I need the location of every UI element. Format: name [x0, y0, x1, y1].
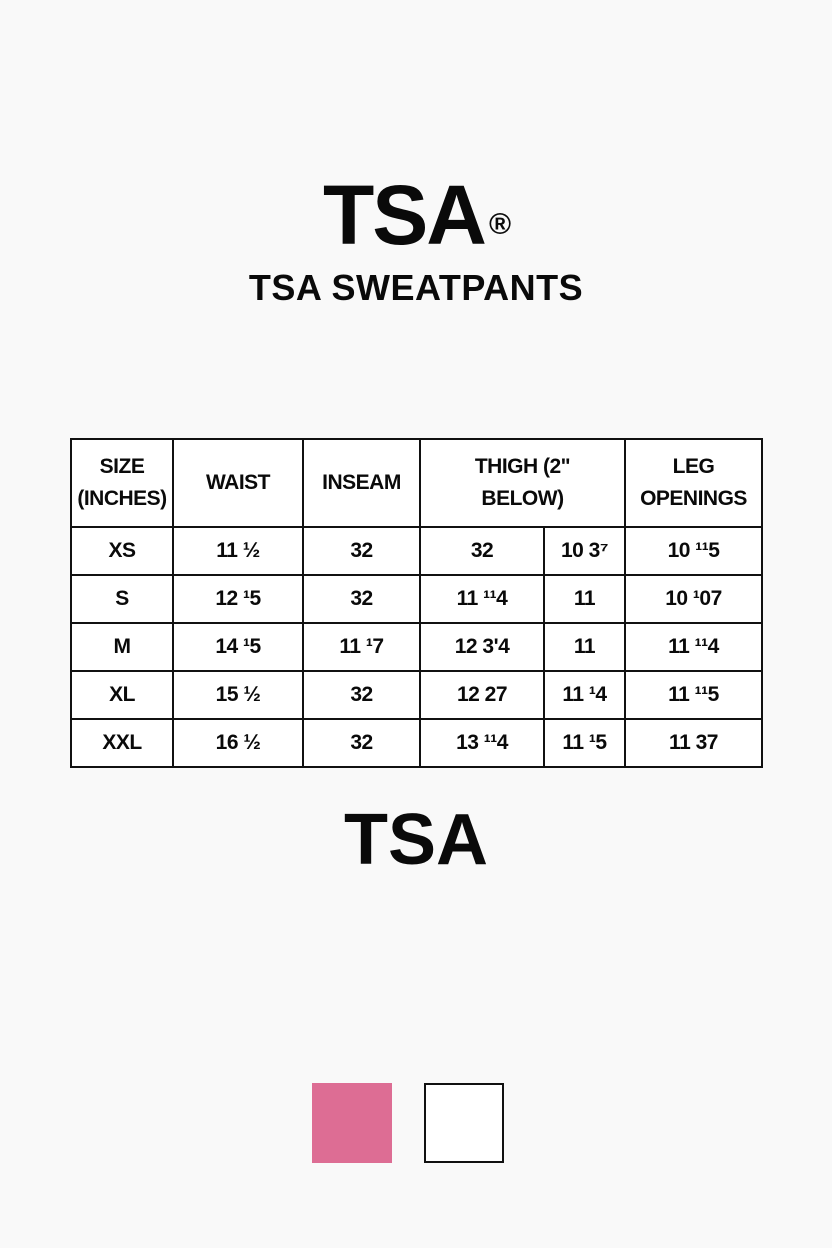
cell-leg-opening: 11 ¹¹4	[624, 622, 763, 672]
cell-size: M	[70, 622, 174, 672]
cell-thigh-2: 11 ¹4	[543, 670, 626, 720]
cell-thigh-2: 11 ¹5	[543, 718, 626, 768]
cell-waist: 14 ¹5	[172, 622, 304, 672]
cell-inseam: 32	[302, 718, 421, 768]
header-leg-openings: LEG OPENINGS	[624, 438, 763, 528]
cell-size: XXL	[70, 718, 174, 768]
table-row: XL 15 ½ 32 12 27 11 ¹4 11 ¹¹5	[70, 670, 763, 720]
table-row: M 14 ¹5 11 ¹7 12 3'4 11 11 ¹¹4	[70, 622, 763, 672]
cell-leg-opening: 10 ¹07	[624, 574, 763, 624]
table-row: XXL 16 ½ 32 13 ¹¹4 11 ¹5 11 37	[70, 718, 763, 768]
brand-logo: TSA ®	[0, 170, 832, 260]
cell-thigh: 13 ¹¹4	[419, 718, 545, 768]
header-waist: WAIST	[172, 438, 304, 528]
registered-mark: ®	[488, 208, 511, 241]
brand-name: TSA	[322, 168, 487, 262]
cell-leg-opening: 11 ¹¹5	[624, 670, 763, 720]
cell-waist: 15 ½	[172, 670, 304, 720]
cell-inseam: 11 ¹7	[302, 622, 421, 672]
cell-waist: 11 ½	[172, 526, 304, 576]
cell-thigh: 11 ¹¹4	[419, 574, 545, 624]
table-row: XS 11 ½ 32 32 10 3⁷ 10 ¹¹5	[70, 526, 763, 576]
table-row: S 12 ¹5 32 11 ¹¹4 11 10 ¹07	[70, 574, 763, 624]
cell-thigh-2: 10 3⁷	[543, 526, 626, 576]
cell-size: S	[70, 574, 174, 624]
cell-size: XL	[70, 670, 174, 720]
color-swatch-white[interactable]	[424, 1083, 504, 1163]
cell-inseam: 32	[302, 670, 421, 720]
cell-leg-opening: 10 ¹¹5	[624, 526, 763, 576]
cell-leg-opening: 11 37	[624, 718, 763, 768]
header-size: SIZE (INCHES)	[70, 438, 174, 528]
cell-thigh: 32	[419, 526, 545, 576]
header-thigh: THIGH (2" BELOW)	[419, 438, 626, 528]
product-title: TSA SWEATPANTS	[248, 267, 584, 308]
cell-waist: 16 ½	[172, 718, 304, 768]
cell-thigh: 12 3'4	[419, 622, 545, 672]
cell-waist: 12 ¹5	[172, 574, 304, 624]
cell-thigh: 12 27	[419, 670, 545, 720]
cell-inseam: 32	[302, 526, 421, 576]
footer-brand: TSA	[344, 800, 488, 880]
size-chart-table: SIZE (INCHES) WAIST INSEAM THIGH (2" BEL…	[70, 438, 763, 768]
header-inseam: INSEAM	[302, 438, 421, 528]
cell-size: XS	[70, 526, 174, 576]
cell-thigh-2: 11	[543, 574, 626, 624]
color-swatch-pink[interactable]	[312, 1083, 392, 1163]
cell-inseam: 32	[302, 574, 421, 624]
table-header-row: SIZE (INCHES) WAIST INSEAM THIGH (2" BEL…	[70, 438, 763, 528]
cell-thigh-2: 11	[543, 622, 626, 672]
